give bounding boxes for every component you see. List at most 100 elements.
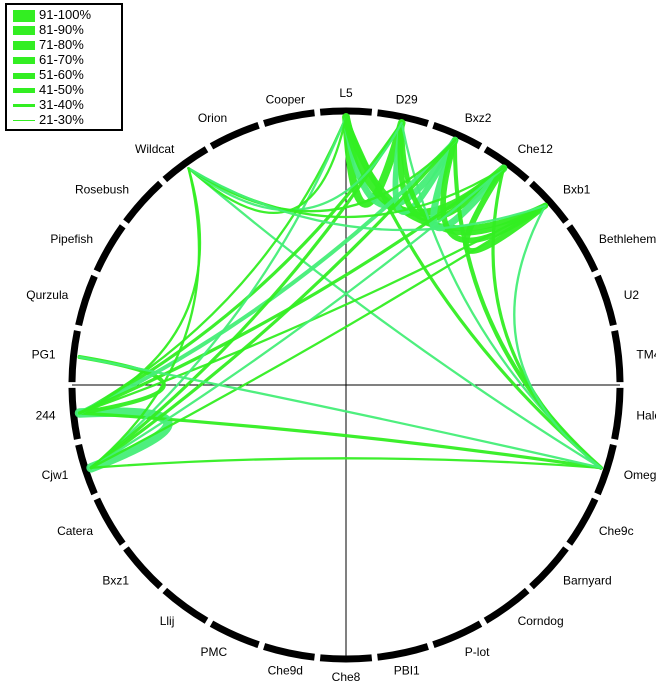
node-ring (68, 107, 624, 663)
node-label-wildcat: Wildcat (135, 142, 175, 156)
node-label-omega: Omega (624, 468, 656, 482)
ring-segment-catera (93, 497, 126, 546)
legend-item: 91-100% (9, 7, 121, 22)
node-label-pg1: PG1 (32, 348, 56, 362)
ring-segment-che8 (319, 654, 373, 663)
node-label-d29: D29 (396, 92, 418, 106)
ring-segment-omega (594, 444, 617, 496)
connection-244-cjw1 (74, 407, 173, 473)
ring-segment-bethlehem (566, 224, 599, 273)
legend-item: 41-50% (9, 82, 121, 97)
ring-segment-barnyard (529, 546, 569, 590)
node-label-qurzula: Qurzula (26, 288, 68, 302)
ring-segment-pmc (209, 620, 260, 649)
node-label-llij: Llij (160, 614, 175, 628)
ring-segment-bxb1 (529, 180, 569, 224)
node-label-orion: Orion (198, 111, 227, 125)
node-label-corndog: Corndog (518, 614, 564, 628)
legend-swatch (13, 9, 35, 22)
node-label-bxb1: Bxb1 (563, 183, 591, 197)
legend-swatch (13, 88, 35, 93)
node-label-pmc: PMC (201, 645, 228, 659)
node-label-che8: Che8 (332, 670, 361, 681)
connection-d29-che12 (397, 119, 507, 222)
ring-segment-cjw1 (75, 444, 98, 496)
connection-cjw1-bxb1 (89, 204, 547, 469)
node-label-rosebush: Rosebush (75, 183, 129, 197)
legend-item: 61-70% (9, 52, 121, 67)
node-label-che12: Che12 (518, 142, 554, 156)
connection-cjw1-che12 (89, 167, 505, 469)
legend-label: 61-70% (39, 52, 84, 67)
legend-swatch (13, 25, 35, 36)
node-label-cooper: Cooper (266, 92, 305, 106)
node-labels: L5 D29 Bxz2 Che12 Bxb1 Bethlehem U2 TM4 Halo Omeg… (26, 86, 656, 681)
node-label-catera: Catera (57, 524, 93, 538)
ring-segment-che9c (566, 497, 599, 546)
node-label-bxz1: Bxz1 (102, 573, 129, 587)
connection-244-bxb1 (78, 204, 547, 415)
legend-item: 71-80% (9, 37, 121, 52)
ring-segment-pg1 (68, 330, 81, 383)
ring-segment-cooper (263, 109, 315, 127)
legend-item: 21-30% (9, 112, 121, 127)
ring-segment-qurzula (75, 274, 98, 326)
legend-swatch (13, 56, 35, 65)
node-label-pipefish: Pipefish (50, 232, 93, 246)
legend-label: 41-50% (39, 82, 84, 97)
node-label-barnyard: Barnyard (563, 573, 612, 587)
connection-244-che12 (77, 166, 506, 415)
legend-item: 31-40% (9, 97, 121, 112)
connection-cjw1-bxz2 (89, 138, 457, 470)
legend-label: 91-100% (39, 7, 92, 22)
ring-segment-p-lot (432, 620, 483, 649)
connection-omega-che12 (491, 166, 603, 470)
legend-label: 31-40% (39, 97, 84, 112)
connection-wildcat-cjw1 (89, 167, 201, 469)
ring-segment-u2 (594, 274, 617, 326)
ring-segment-rosebush (123, 180, 163, 224)
node-label-che9d: Che9d (268, 664, 303, 678)
ring-segment-che9d (263, 643, 315, 661)
connection-244-l5 (78, 115, 348, 415)
legend-label: 81-90% (39, 22, 84, 37)
connection-arcs (74, 113, 603, 473)
connection-omega-bxb1 (513, 204, 603, 469)
ring-segment-pipefish (93, 224, 126, 273)
ring-segment-244 (68, 387, 81, 440)
node-label-tm4: TM4 (636, 348, 656, 362)
connection-cjw1-d29 (89, 121, 404, 470)
node-label-pbi1: PBI1 (394, 664, 420, 678)
connection-wildcat-d29 (187, 121, 403, 212)
ring-segment-che12 (483, 146, 530, 183)
node-label-cjw1: Cjw1 (42, 468, 69, 482)
ring-segment-d29 (377, 109, 429, 127)
connection-omega-pg1 (78, 355, 603, 469)
connection-244-bxz2 (77, 138, 458, 416)
legend: 91-100% 81-90% 71-80% 61-70% 51-60% 41-5… (5, 3, 123, 131)
connection-l5-d29 (342, 113, 406, 208)
legend-item: 51-60% (9, 67, 121, 82)
node-label-halo: Halo (636, 409, 656, 423)
connection-wildcat-bxb1 (187, 167, 547, 232)
connection-omega-cjw1 (89, 457, 603, 469)
ring-segment-l5 (319, 107, 373, 116)
legend-label: 21-30% (39, 112, 84, 127)
legend-label: 71-80% (39, 37, 84, 52)
connection-l5-bxb1 (343, 114, 549, 232)
node-label-p-lot: P-lot (465, 645, 490, 659)
ring-segment-wildcat (162, 146, 209, 183)
node-label-l5: L5 (339, 86, 353, 100)
node-label-244: 244 (36, 409, 56, 423)
ring-segment-bxz2 (432, 121, 483, 150)
connection-bxz2-che12 (430, 136, 507, 232)
legend-swatch (13, 104, 35, 107)
connection-244-d29 (77, 121, 404, 415)
ring-segment-tm4 (611, 330, 624, 383)
node-label-u2: U2 (624, 288, 640, 302)
legend-swatch (13, 72, 35, 79)
ring-segment-corndog (483, 587, 530, 624)
node-label-bethlehem: Bethlehem (599, 232, 656, 246)
connection-omega-wildcat (187, 167, 603, 469)
